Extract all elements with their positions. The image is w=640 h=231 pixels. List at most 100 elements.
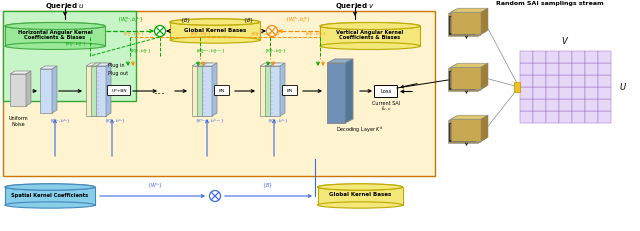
Polygon shape: [86, 66, 96, 116]
Text: Plug out: Plug out: [108, 70, 128, 76]
Bar: [520, 63, 533, 75]
Bar: [3, 11, 435, 176]
Bar: [585, 87, 598, 99]
Polygon shape: [101, 63, 106, 116]
Ellipse shape: [320, 43, 420, 49]
Text: $V$: $V$: [561, 35, 570, 46]
Polygon shape: [265, 66, 275, 116]
Ellipse shape: [5, 22, 105, 30]
Circle shape: [209, 191, 221, 201]
Polygon shape: [479, 9, 486, 35]
Ellipse shape: [317, 184, 403, 190]
Polygon shape: [449, 9, 486, 13]
FancyBboxPatch shape: [108, 85, 131, 95]
Polygon shape: [86, 63, 101, 66]
Polygon shape: [481, 63, 488, 89]
Text: $\{K^{a_1}_{v},b^{a_1}_{v}\}$: $\{K^{a_1}_{v},b^{a_1}_{v}\}$: [122, 30, 144, 39]
Polygon shape: [451, 12, 481, 34]
Text: $\{B\}$: $\{B\}$: [180, 17, 191, 25]
Text: $\{K^{a_n}_{u},b^{a_n}_{u}\}$: $\{K^{a_n}_{u},b^{a_n}_{u}\}$: [264, 47, 286, 56]
FancyBboxPatch shape: [5, 187, 95, 205]
Bar: [449, 71, 476, 90]
Bar: [585, 51, 598, 63]
Polygon shape: [479, 64, 486, 90]
Text: Decoding Layer $K^d$: Decoding Layer $K^d$: [336, 125, 383, 135]
Circle shape: [266, 25, 278, 36]
Polygon shape: [478, 117, 485, 143]
Ellipse shape: [5, 43, 105, 49]
Polygon shape: [478, 10, 485, 36]
Text: $\{W^{a_v}_{v}, b^{a_v}_{v}\}$: $\{W^{a_v}_{v}, b^{a_v}_{v}\}$: [285, 15, 311, 25]
Bar: [533, 87, 546, 99]
Text: BN: BN: [219, 88, 225, 92]
Ellipse shape: [320, 22, 420, 30]
Bar: [572, 87, 585, 99]
Bar: [3, 11, 136, 101]
Bar: [598, 87, 611, 99]
Bar: [450, 17, 474, 33]
Bar: [585, 111, 598, 123]
Bar: [546, 51, 559, 63]
Polygon shape: [345, 59, 353, 123]
Bar: [598, 75, 611, 87]
Bar: [533, 75, 546, 87]
Text: $\{K^{a_{n-1}}_{u},b^{a_{n-1}}_{u}\}$: $\{K^{a_{n-1}}_{u},b^{a_{n-1}}_{u}\}$: [195, 47, 225, 56]
Bar: [572, 51, 585, 63]
Text: ...: ...: [451, 11, 460, 21]
Text: Spatial Kernel Coefficients: Spatial Kernel Coefficients: [12, 192, 88, 198]
Polygon shape: [40, 69, 52, 113]
Bar: [546, 111, 559, 123]
Text: Horizontal Angular Kernel
Coefficients & Biases: Horizontal Angular Kernel Coefficients &…: [18, 30, 92, 40]
Text: UP+BN: UP+BN: [111, 88, 127, 92]
Polygon shape: [448, 10, 485, 14]
Ellipse shape: [170, 19, 260, 25]
Bar: [546, 63, 559, 75]
Bar: [450, 124, 474, 140]
Bar: [546, 99, 559, 111]
FancyBboxPatch shape: [170, 22, 260, 40]
Bar: [559, 75, 572, 87]
Polygon shape: [448, 69, 478, 91]
FancyBboxPatch shape: [282, 85, 298, 95]
Polygon shape: [197, 63, 212, 66]
Polygon shape: [449, 64, 486, 68]
Bar: [546, 75, 559, 87]
Polygon shape: [481, 8, 488, 34]
Polygon shape: [451, 8, 488, 12]
Polygon shape: [91, 66, 101, 116]
Text: Queried $v$: Queried $v$: [335, 1, 375, 11]
Ellipse shape: [317, 202, 403, 208]
Bar: [520, 51, 533, 63]
Polygon shape: [260, 66, 270, 116]
Bar: [598, 111, 611, 123]
Polygon shape: [52, 66, 57, 113]
Ellipse shape: [5, 22, 105, 30]
Bar: [585, 99, 598, 111]
Polygon shape: [449, 116, 486, 120]
Polygon shape: [96, 66, 106, 116]
Ellipse shape: [320, 22, 420, 30]
Bar: [533, 51, 546, 63]
Polygon shape: [40, 66, 57, 69]
Polygon shape: [449, 120, 479, 142]
FancyBboxPatch shape: [5, 26, 105, 46]
Bar: [559, 87, 572, 99]
Bar: [449, 16, 476, 35]
Polygon shape: [280, 63, 285, 116]
Polygon shape: [275, 63, 280, 116]
Polygon shape: [265, 63, 280, 66]
Bar: [520, 87, 533, 99]
Bar: [598, 51, 611, 63]
Polygon shape: [448, 121, 478, 143]
Text: $\{K^{s_{n-1}},b^{s_{n-1}}\}$: $\{K^{s_{n-1}},b^{s_{n-1}}\}$: [195, 118, 225, 126]
Bar: [559, 99, 572, 111]
Text: Global Kernel Bases: Global Kernel Bases: [184, 27, 246, 33]
Polygon shape: [192, 63, 207, 66]
Polygon shape: [10, 71, 31, 74]
Bar: [533, 99, 546, 111]
Text: $\{K^{s_n},b^{s_n}\}$: $\{K^{s_n},b^{s_n}\}$: [267, 118, 289, 126]
Polygon shape: [192, 66, 202, 116]
Bar: [598, 99, 611, 111]
Polygon shape: [202, 63, 207, 116]
Bar: [533, 111, 546, 123]
